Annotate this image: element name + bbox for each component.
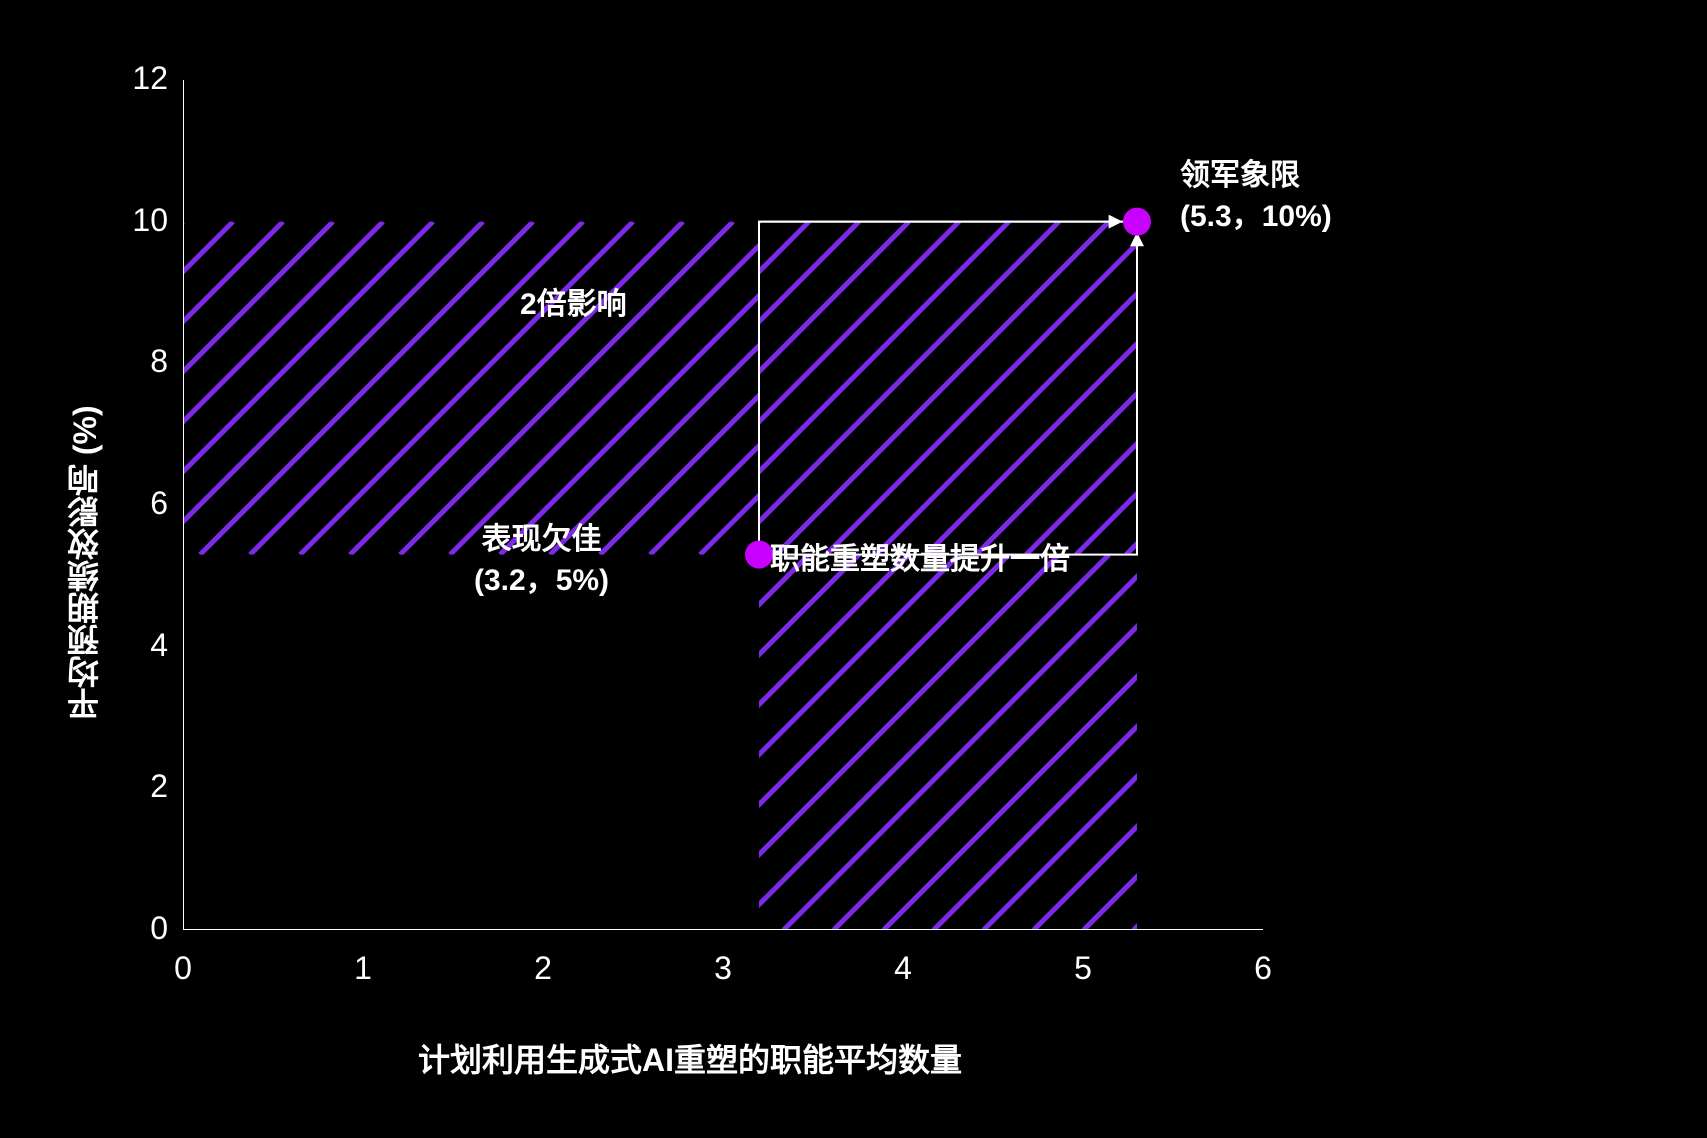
- x-tick-label: 2: [523, 950, 563, 987]
- annotation-func-double: 职能重塑数量提升一倍: [770, 540, 1070, 581]
- plot-svg: [183, 80, 1263, 930]
- x-tick-label: 3: [703, 950, 743, 987]
- annotation-underperform-line1: 表现欠佳: [482, 523, 602, 556]
- x-tick-label: 6: [1243, 950, 1283, 987]
- y-axis-title: 平均预期绩效影响 (%): [62, 300, 108, 720]
- scatter-chart: [183, 80, 1263, 930]
- y-tick-label: 0: [108, 910, 168, 947]
- annotation-leader: 领军象限 (5.3，10%): [1180, 156, 1332, 237]
- y-tick-label: 8: [108, 343, 168, 380]
- y-tick-label: 4: [108, 627, 168, 664]
- y-tick-label: 6: [108, 485, 168, 522]
- annotation-impact-2x: 2倍影响: [520, 285, 627, 326]
- x-axis-title: 计划利用生成式AI重塑的职能平均数量: [418, 1035, 962, 1081]
- y-tick-label: 10: [108, 202, 168, 239]
- x-tick-label: 0: [163, 950, 203, 987]
- x-tick-label: 4: [883, 950, 923, 987]
- annotation-underperform-line2: (3.2，5%): [474, 564, 609, 597]
- annotation-leader-line1: 领军象限: [1180, 159, 1300, 192]
- x-tick-label: 5: [1063, 950, 1103, 987]
- annotation-underperform: 表现欠佳 (3.2，5%): [474, 520, 609, 601]
- y-tick-label: 2: [108, 768, 168, 805]
- annotation-leader-line2: (5.3，10%): [1180, 200, 1332, 233]
- y-tick-label: 12: [108, 60, 168, 97]
- x-tick-label: 1: [343, 950, 383, 987]
